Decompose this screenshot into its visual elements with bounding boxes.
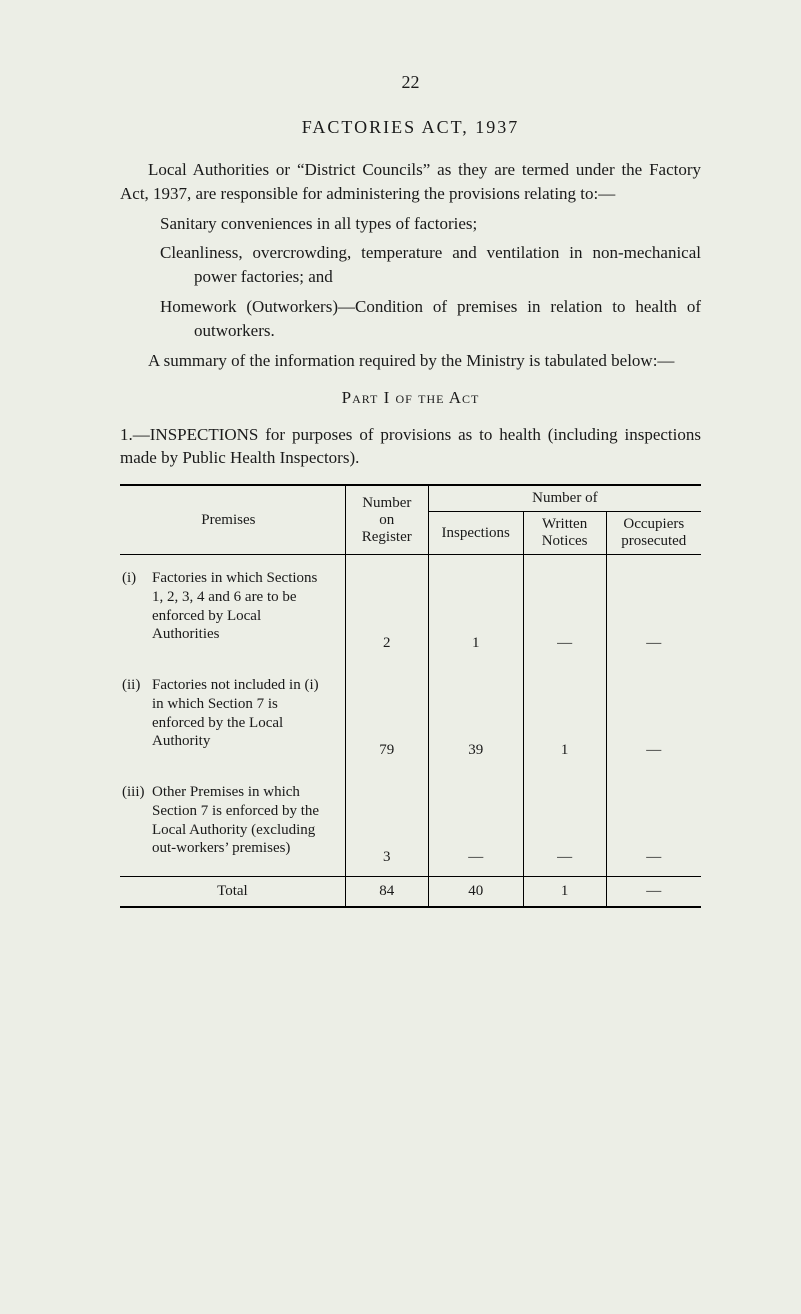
row-register: 3 [345, 769, 428, 877]
table-total-row: Total 84 40 1 — [120, 877, 701, 908]
table-row: (iii) Other Premises in which Section 7 … [120, 769, 701, 877]
row-inspections: — [428, 769, 523, 877]
table-row: (i) Factories in which Sections 1, 2, 3,… [120, 555, 701, 663]
total-prosecuted: — [606, 877, 701, 908]
row-inspections: 1 [428, 555, 523, 663]
total-label: Total [120, 877, 345, 908]
row-roman: (iii) [122, 783, 152, 858]
table-row: (ii) Factories not included in (i) in wh… [120, 662, 701, 769]
row-desc: Factories not included in (i) in which S… [152, 676, 329, 751]
row-written: — [523, 555, 606, 663]
header-number-on-register: Number on Register [345, 485, 428, 555]
row-written: 1 [523, 662, 606, 769]
row-desc: Other Premises in which Section 7 is enf… [152, 783, 329, 858]
row-prosecuted: — [606, 555, 701, 663]
inspections-table: Premises Number on Register Number of In… [120, 484, 701, 908]
row-roman: (ii) [122, 676, 152, 751]
row-prosecuted: — [606, 769, 701, 877]
header-written-notices: Written Notices [523, 512, 606, 555]
total-register: 84 [345, 877, 428, 908]
row-desc: Factories in which Sections 1, 2, 3, 4 a… [152, 569, 329, 644]
row-inspections: 39 [428, 662, 523, 769]
document-title: FACTORIES ACT, 1937 [120, 117, 701, 138]
provision-item-1: Sanitary conveniences in all types of fa… [160, 212, 701, 236]
total-inspections: 40 [428, 877, 523, 908]
document-page: 22 FACTORIES ACT, 1937 Local Authorities… [0, 0, 801, 1314]
header-inspections: Inspections [428, 512, 523, 555]
page-number: 22 [120, 72, 701, 93]
total-written: 1 [523, 877, 606, 908]
row-written: — [523, 769, 606, 877]
header-number-of: Number of [428, 485, 701, 512]
header-premises: Premises [120, 485, 345, 555]
body-text: Local Authorities or “District Councils”… [120, 158, 701, 470]
provision-item-3: Homework (Outworkers)—Condition of premi… [160, 295, 701, 343]
row-prosecuted: — [606, 662, 701, 769]
provision-item-2: Cleanliness, overcrowding, temperature a… [160, 241, 701, 289]
part-title: Part I of the Act [120, 386, 701, 410]
paragraph-intro: Local Authorities or “District Councils”… [120, 158, 701, 206]
row-roman: (i) [122, 569, 152, 644]
provisions-list: Sanitary conveniences in all types of fa… [160, 212, 701, 343]
row-register: 79 [345, 662, 428, 769]
row-register: 2 [345, 555, 428, 663]
paragraph-summary: A summary of the information required by… [120, 349, 701, 373]
inspections-heading: 1.—INSPECTIONS for purposes of provision… [120, 424, 701, 470]
header-occupiers-prosecuted: Occupiers prosecuted [606, 512, 701, 555]
